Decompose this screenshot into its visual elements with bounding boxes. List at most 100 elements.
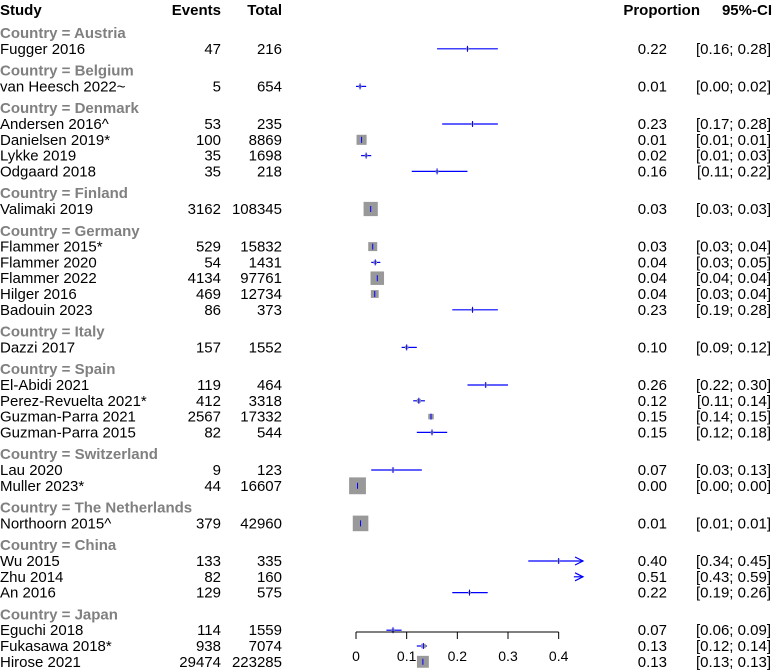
study-name: Badouin 2023	[0, 302, 93, 319]
study-total: 17332	[240, 409, 282, 426]
study-total: 575	[257, 585, 282, 602]
study-events: 114	[197, 622, 221, 639]
study-name: Hilger 2016	[0, 286, 77, 303]
study-events: 100	[196, 132, 221, 149]
study-ci: [0.12; 0.18]	[696, 424, 771, 441]
study-name: An 2016	[0, 585, 56, 602]
group-label: Country = Italy	[0, 324, 105, 341]
study-events: 133	[196, 553, 221, 570]
study-proportion: 0.23	[638, 302, 667, 319]
group-label: Country = Austria	[0, 25, 126, 42]
study-total: 218	[257, 163, 282, 180]
study-ci: [0.01; 0.03]	[696, 148, 771, 165]
study-name: Flammer 2015*	[0, 239, 103, 256]
study-total: 160	[257, 569, 282, 586]
study-events: 129	[196, 585, 221, 602]
study-ci: [0.03; 0.05]	[696, 254, 771, 271]
study-events: 5	[213, 78, 221, 95]
study-proportion: 0.07	[638, 462, 667, 479]
study-proportion: 0.01	[638, 132, 667, 149]
study-ci: [0.11; 0.14]	[697, 393, 771, 410]
study-ci: [0.34; 0.45]	[696, 553, 771, 570]
study-proportion: 0.00	[638, 478, 667, 495]
study-total: 1431	[249, 254, 282, 271]
study-name: Northoorn 2015^	[0, 515, 111, 532]
study-proportion: 0.12	[638, 393, 667, 410]
study-ci: [0.01; 0.01]	[696, 132, 771, 149]
group-label: Country = Denmark	[0, 100, 139, 117]
study-total: 42960	[240, 515, 282, 532]
group-label: Country = Spain	[0, 361, 115, 378]
study-total: 12734	[240, 286, 282, 303]
study-ci: [0.09; 0.12]	[696, 339, 771, 356]
study-name: Danielsen 2019*	[0, 132, 110, 149]
study-ci: [0.01; 0.01]	[696, 515, 771, 532]
study-name: Fukasawa 2018*	[0, 638, 112, 655]
study-name: Guzman-Parra 2021	[0, 409, 136, 426]
study-ci: [0.03; 0.13]	[696, 462, 771, 479]
x-axis: 0 0.1 0.2 0.3 0.4	[352, 631, 569, 664]
study-proportion: 0.26	[638, 377, 667, 394]
study-total: 544	[257, 424, 282, 441]
study-name: Flammer 2020	[0, 254, 97, 271]
study-proportion: 0.51	[638, 569, 667, 586]
study-events: 53	[204, 116, 221, 133]
study-total: 1552	[249, 339, 282, 356]
ci-arrow	[574, 572, 585, 582]
study-name: Valimaki 2019	[0, 201, 93, 218]
study-events: 35	[204, 163, 221, 180]
study-total: 1559	[249, 622, 282, 639]
study-total: 123	[257, 462, 282, 479]
study-proportion: 0.04	[638, 286, 667, 303]
header-ci: 95%-CI	[722, 2, 772, 19]
study-proportion: 0.15	[638, 409, 667, 426]
group-label: Country = China	[0, 537, 117, 554]
study-proportion: 0.22	[638, 41, 667, 58]
study-ci: [0.06; 0.09]	[696, 622, 771, 639]
study-proportion: 0.01	[638, 515, 667, 532]
study-events: 86	[204, 302, 221, 319]
study-name: Dazzi 2017	[0, 339, 75, 356]
group-label: Country = Japan	[0, 606, 118, 623]
study-total: 1698	[249, 148, 282, 165]
study-name: Eguchi 2018	[0, 622, 83, 639]
study-total: 15832	[240, 239, 282, 256]
study-ci: [0.14; 0.15]	[696, 409, 771, 426]
study-proportion: 0.04	[638, 270, 667, 287]
study-events: 9	[213, 462, 221, 479]
study-ci: [0.13; 0.13]	[696, 654, 771, 670]
study-events: 54	[204, 254, 221, 271]
study-events: 4134	[188, 270, 221, 287]
study-name: Zhu 2014	[0, 569, 63, 586]
study-proportion: 0.02	[638, 148, 667, 165]
study-proportion: 0.01	[638, 78, 667, 95]
study-ci: [0.11; 0.22]	[697, 163, 771, 180]
group-label: Country = Switzerland	[0, 446, 158, 463]
study-events: 29474	[179, 654, 221, 670]
study-events: 82	[204, 424, 221, 441]
study-name: Muller 2023*	[0, 478, 84, 495]
study-total: 373	[257, 302, 282, 319]
study-name: Lau 2020	[0, 462, 63, 479]
study-total: 7074	[249, 638, 282, 655]
tick-label: 0.3	[498, 648, 518, 664]
group-label: Country = The Netherlands	[0, 500, 192, 517]
study-name: Hirose 2021	[0, 654, 81, 670]
study-events: 469	[196, 286, 221, 303]
study-proportion: 0.10	[638, 339, 667, 356]
study-total: 108345	[232, 201, 282, 218]
header-proportion: Proportion	[623, 2, 700, 19]
study-ci: [0.19; 0.26]	[696, 585, 771, 602]
tick-label: 0.2	[448, 648, 468, 664]
study-name: Wu 2015	[0, 553, 60, 570]
study-total: 235	[257, 116, 282, 133]
study-total: 16607	[240, 478, 282, 495]
study-proportion: 0.22	[638, 585, 667, 602]
study-total: 464	[257, 377, 282, 394]
study-proportion: 0.40	[638, 553, 667, 570]
study-events: 529	[196, 239, 221, 256]
study-name: Lykke 2019	[0, 148, 76, 165]
study-proportion: 0.15	[638, 424, 667, 441]
study-events: 157	[196, 339, 221, 356]
